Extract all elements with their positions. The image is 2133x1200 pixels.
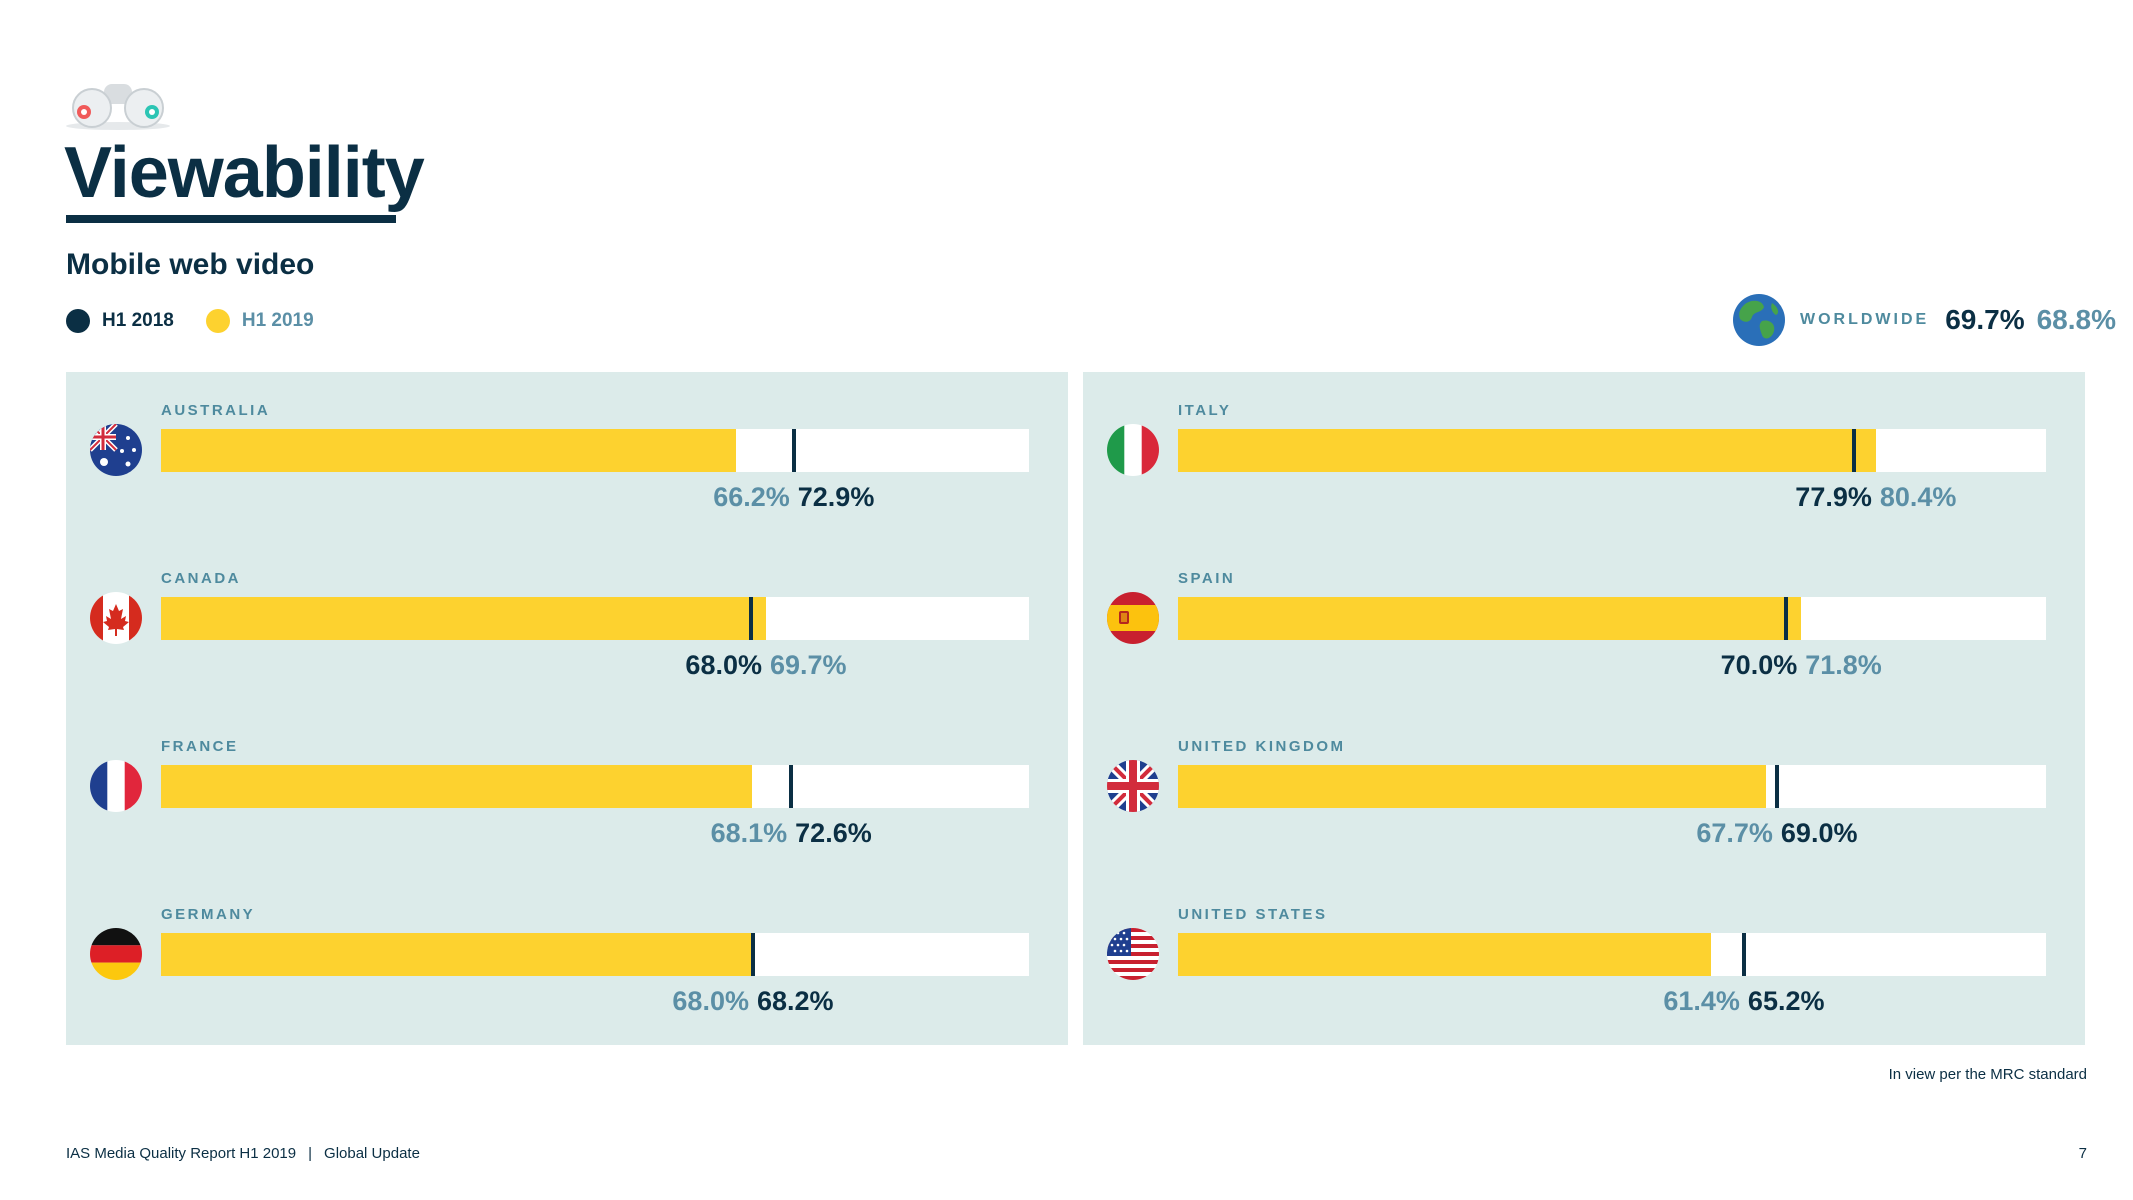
value-h1-2018-canada: 68.0%: [685, 650, 762, 680]
country-row-france: FRANCE 68.1% 72.6%: [66, 708, 1068, 876]
worldwide-h1-2018-value: 69.7%: [1945, 304, 2025, 335]
value-h1-2019-united-kingdom: 67.7%: [1696, 818, 1773, 848]
value-h1-2019-united-states: 61.4%: [1663, 986, 1740, 1016]
value-labels-australia: 66.2% 72.9%: [709, 482, 878, 513]
marker-h1-2018-france: [789, 765, 794, 808]
bar-track-united-states: [1178, 933, 2046, 976]
legend-label-h1-2019: H1 2019: [241, 310, 314, 331]
value-h1-2019-germany: 68.0%: [672, 986, 749, 1016]
marker-h1-2018-germany: [750, 933, 755, 976]
value-labels-united-kingdom: 67.7% 69.0%: [1692, 818, 1861, 849]
bar-h1-2019-united-states: [1178, 933, 1711, 976]
value-h1-2019-france: 68.1%: [710, 818, 788, 848]
value-labels-canada: 68.0% 69.7%: [681, 650, 850, 681]
legend-label-h1-2018: H1 2018: [102, 310, 174, 331]
chart-subtitle: Mobile web video: [66, 248, 315, 281]
footer-separator: |: [308, 1145, 313, 1162]
canada-flag-icon: [90, 592, 142, 644]
country-row-united-kingdom: UNITED KINGDOM 67.7% 69.0%: [1083, 708, 2085, 876]
binoculars-icon: [66, 84, 170, 130]
value-labels-spain: 70.0% 71.8%: [1717, 650, 1886, 681]
germany-flag-icon: [90, 928, 142, 980]
legend-item-h1-2019: H1 2019: [205, 309, 314, 333]
us-flag-icon: [1107, 928, 1159, 980]
country-label-canada: CANADA: [161, 570, 241, 587]
bar-track-spain: [1178, 597, 2046, 640]
marker-h1-2018-united-states: [1741, 933, 1746, 976]
country-label-italy: ITALY: [1178, 402, 1232, 419]
bar-h1-2019-france: [161, 765, 753, 808]
value-labels-italy: 77.9% 80.4%: [1791, 482, 1960, 513]
worldwide-label: WORLDWIDE: [1800, 311, 1930, 328]
spain-flag-icon: [1107, 592, 1159, 644]
marker-h1-2018-united-kingdom: [1774, 765, 1779, 808]
legend-dot-h1-2019: [205, 309, 230, 333]
country-label-france: FRANCE: [161, 738, 239, 755]
marker-h1-2018-australia: [791, 429, 796, 472]
country-row-united-states: UNITED STATES 61.4% 65.2%: [1083, 876, 2085, 1044]
bar-track-france: [161, 765, 1029, 808]
value-h1-2019-australia: 66.2%: [713, 482, 790, 512]
chart-panel-left: AUSTRALIA 66.2% 72.9% CANADA 68.0% 69.7% FRANC…: [66, 372, 1068, 1045]
value-h1-2019-canada: 69.7%: [769, 650, 847, 680]
uk-flag-icon: [1107, 760, 1159, 812]
title-underline: [66, 215, 396, 223]
marker-h1-2018-spain: [1783, 597, 1788, 640]
globe-icon: [1733, 294, 1785, 346]
country-row-spain: SPAIN 70.0% 71.8%: [1083, 540, 2085, 708]
marker-h1-2018-canada: [749, 597, 754, 640]
page-number: 7: [2078, 1145, 2087, 1162]
footer-report-name: IAS Media Quality Report H1 2019: [66, 1145, 297, 1162]
value-h1-2018-spain: 70.0%: [1720, 650, 1798, 680]
country-label-australia: AUSTRALIA: [161, 402, 271, 419]
value-labels-germany: 68.0% 68.2%: [668, 986, 837, 1017]
country-row-australia: AUSTRALIA 66.2% 72.9%: [66, 372, 1068, 540]
page-title: Viewability: [64, 133, 425, 213]
legend: H1 2018 H1 2019: [66, 309, 346, 333]
footnote: In view per the MRC standard: [1888, 1066, 2087, 1083]
australia-flag-icon: [90, 424, 142, 476]
legend-dot-h1-2018: [66, 309, 90, 333]
country-row-italy: ITALY 77.9% 80.4%: [1083, 372, 2085, 540]
value-h1-2018-germany: 68.2%: [756, 986, 834, 1016]
value-h1-2018-united-states: 65.2%: [1747, 986, 1825, 1016]
footer: IAS Media Quality Report H1 2019 | Global …: [66, 1145, 420, 1162]
legend-item-h1-2018: H1 2018: [66, 309, 174, 333]
value-labels-united-states: 61.4% 65.2%: [1659, 986, 1828, 1017]
marker-h1-2018-italy: [1852, 429, 1857, 472]
value-h1-2018-united-kingdom: 69.0%: [1780, 818, 1858, 848]
bar-h1-2019-australia: [161, 429, 736, 472]
value-h1-2018-italy: 77.9%: [1795, 482, 1872, 512]
worldwide-summary: WORLDWIDE 69.7% 68.8%: [1732, 293, 2116, 347]
bar-track-united-kingdom: [1178, 765, 2046, 808]
bar-h1-2019-spain: [1178, 597, 1802, 640]
bar-track-canada: [161, 597, 1029, 640]
chart-panel-right: ITALY 77.9% 80.4% SPAIN 70.0% 71.8% UNITED KIN…: [1083, 372, 2085, 1045]
bar-track-germany: [161, 933, 1029, 976]
value-h1-2018-australia: 72.9%: [797, 482, 875, 512]
country-label-spain: SPAIN: [1178, 570, 1236, 587]
value-labels-france: 68.1% 72.6%: [707, 818, 876, 849]
bar-track-australia: [161, 429, 1029, 472]
country-label-united-states: UNITED STATES: [1178, 906, 1328, 923]
bar-h1-2019-italy: [1178, 429, 1876, 472]
footer-section: Global Update: [324, 1145, 420, 1162]
bar-track-italy: [1178, 429, 2046, 472]
value-h1-2019-spain: 71.8%: [1805, 650, 1882, 680]
country-label-germany: GERMANY: [161, 906, 256, 923]
bar-h1-2019-germany: [161, 933, 752, 976]
country-label-united-kingdom: UNITED KINGDOM: [1178, 738, 1346, 755]
bar-h1-2019-united-kingdom: [1178, 765, 1766, 808]
worldwide-h1-2019-value: 68.8%: [2036, 304, 2117, 335]
value-h1-2018-france: 72.6%: [795, 818, 872, 848]
country-row-canada: CANADA 68.0% 69.7%: [66, 540, 1068, 708]
italy-flag-icon: [1107, 424, 1159, 476]
france-flag-icon: [90, 760, 142, 812]
bar-h1-2019-canada: [161, 597, 766, 640]
value-h1-2019-italy: 80.4%: [1879, 482, 1957, 512]
country-row-germany: GERMANY 68.0% 68.2%: [66, 876, 1068, 1044]
